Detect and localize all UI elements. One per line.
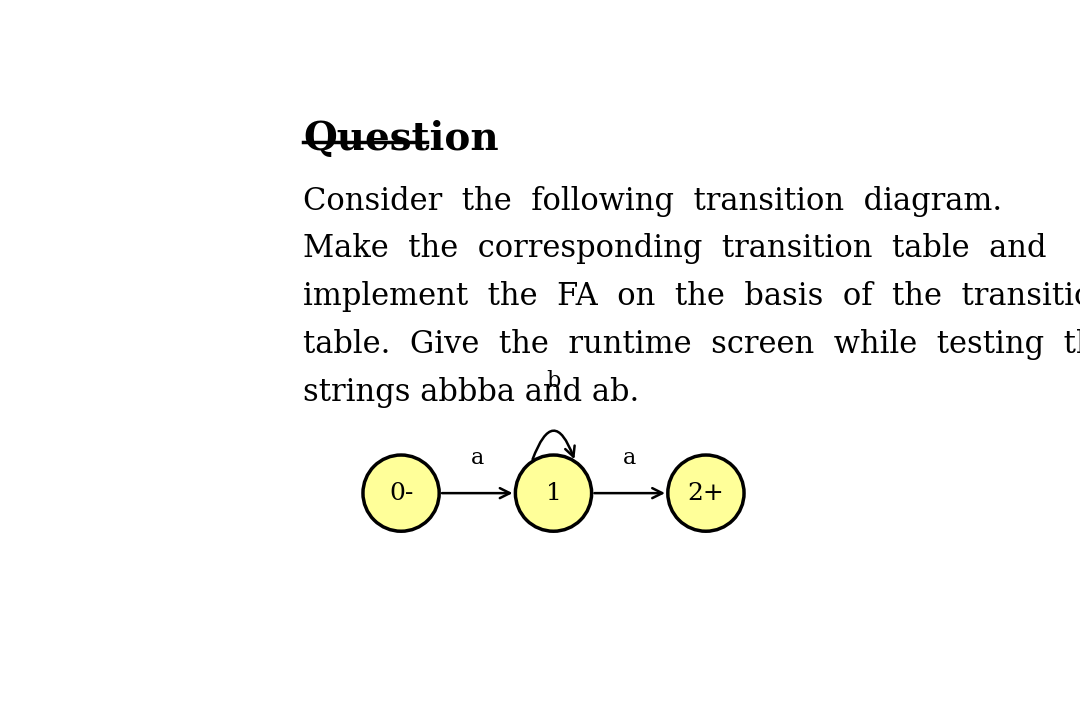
Text: a: a	[623, 447, 636, 469]
Text: strings abbba and ab.: strings abbba and ab.	[303, 377, 639, 408]
Text: 0-: 0-	[389, 481, 414, 505]
Text: 1: 1	[545, 481, 562, 505]
Text: implement  the  FA  on  the  basis  of  the  transition: implement the FA on the basis of the tra…	[303, 281, 1080, 312]
Text: 2+: 2+	[688, 481, 725, 505]
Circle shape	[515, 455, 592, 531]
Text: b: b	[546, 370, 561, 392]
FancyArrowPatch shape	[532, 431, 575, 460]
Text: a: a	[471, 447, 484, 469]
Text: Consider  the  following  transition  diagram.: Consider the following transition diagra…	[303, 185, 1002, 216]
Circle shape	[363, 455, 440, 531]
Circle shape	[667, 455, 744, 531]
Text: Question: Question	[303, 120, 499, 158]
Text: Make  the  corresponding  transition  table  and: Make the corresponding transition table …	[303, 233, 1047, 264]
Text: table.  Give  the  runtime  screen  while  testing  the: table. Give the runtime screen while tes…	[303, 329, 1080, 361]
